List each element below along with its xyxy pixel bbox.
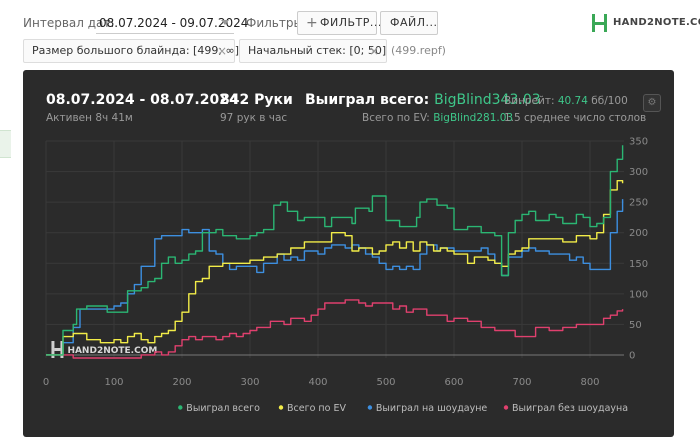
interval-label: Интервал дат: <box>23 16 115 30</box>
won-total-value: BigBlind343.03 <box>434 92 541 108</box>
ev-total: Всего по EV: BigBlind281.03 <box>362 112 513 124</box>
legend-item: Выиграл на шоудауне <box>376 403 488 414</box>
y-tick-label: 0 <box>629 350 635 361</box>
filter-button[interactable]: + ФИЛЬТР... <box>297 11 381 35</box>
ev-total-value: BigBlind281.03 <box>433 112 514 124</box>
logo-text: HAND2NOTE.COM <box>613 17 700 28</box>
graph-panel: 08.07.2024 - 08.07.2024 Активен 8ч 41м 8… <box>23 70 674 437</box>
average-tables: 1.5 среднее число столов <box>504 112 647 124</box>
watermark-logo-icon <box>60 341 64 358</box>
legend-marker <box>503 405 509 410</box>
filter-chip-label: Начальный стек: [0; 50] <box>248 44 387 57</box>
y-tick-label: 100 <box>629 289 648 300</box>
watermark-text: HAND2NOTE.COM <box>67 346 157 356</box>
watermark-logo-icon <box>51 341 55 358</box>
profit-chart: 0 100 200 300 400 500 600 700 800 0 50 100 150 200 250… <box>43 137 648 415</box>
x-tick-label: 400 <box>308 377 327 388</box>
winrate-value: 40.74 <box>557 95 588 107</box>
report-file-name: (499.repf) <box>391 44 446 57</box>
legend-item: Выиграл всего <box>186 403 260 414</box>
plus-icon: + <box>306 15 319 31</box>
y-tick-label: 50 <box>629 320 642 331</box>
legend-marker <box>278 405 284 410</box>
y-tick-label: 150 <box>629 259 648 270</box>
x-tick-label: 800 <box>580 377 599 388</box>
y-tick-label: 250 <box>629 198 648 209</box>
series-line <box>46 299 624 359</box>
sidebar-highlight <box>0 130 11 158</box>
active-time: Активен 8ч 41м <box>46 112 133 124</box>
y-tick-label: 300 <box>629 167 648 178</box>
top-toolbar: Интервал дат: 08.07.2024 - 09.07.2024 Фи… <box>0 0 700 44</box>
series-line <box>46 145 624 356</box>
won-total-label: Выиграл всего: <box>305 92 430 108</box>
y-tick-label: 350 <box>629 137 648 148</box>
close-icon[interactable]: × <box>216 44 227 58</box>
watermark-logo-icon <box>54 348 61 351</box>
y-tick-label: 200 <box>629 228 648 239</box>
series-line <box>46 180 624 356</box>
legend-item: Выиграл без шоудауна <box>512 403 628 414</box>
x-tick-label: 500 <box>376 377 395 388</box>
winrate-label: Винрейт: <box>504 95 555 107</box>
legend-marker <box>178 405 183 410</box>
filters-label: Фильтры: <box>246 16 307 30</box>
winrate-unit: бб/100 <box>591 95 628 107</box>
chevron-down-icon[interactable] <box>221 20 229 25</box>
period-title: 08.07.2024 - 08.07.2024 <box>46 92 239 108</box>
gear-icon: ⚙ <box>647 97 657 108</box>
close-icon[interactable]: × <box>368 44 379 58</box>
hands-per-hour: 97 рук в час <box>220 112 288 124</box>
files-button-label: ФАЙЛ... <box>390 16 438 29</box>
filter-chip-start-stack[interactable]: Начальный стек: [0; 50] × <box>239 39 387 63</box>
date-range-select[interactable]: 08.07.2024 - 09.07.2024 <box>99 16 249 30</box>
won-total: Выиграл всего: BigBlind343.03 <box>305 92 541 108</box>
x-tick-label: 100 <box>104 377 123 388</box>
date-range-underline <box>96 33 234 34</box>
winrate: Винрейт: 40.74 бб/100 <box>504 95 628 107</box>
x-tick-label: 600 <box>444 377 463 388</box>
filter-button-label: ФИЛЬТР... <box>320 16 382 29</box>
x-tick-label: 0 <box>43 377 49 388</box>
x-tick-label: 700 <box>512 377 531 388</box>
legend-marker <box>367 405 373 410</box>
legend-item: Всего по EV <box>287 403 346 414</box>
hand2note-logo-icon <box>591 12 608 34</box>
filter-chip-label: Размер большого блайнда: [499; ∞] <box>32 44 239 57</box>
filter-chip-big-blind[interactable]: Размер большого блайнда: [499; ∞] × <box>23 39 239 63</box>
x-tick-label: 300 <box>240 377 259 388</box>
files-button[interactable]: ФАЙЛ... <box>380 11 438 35</box>
x-tick-label: 200 <box>172 377 191 388</box>
ev-total-label: Всего по EV: <box>362 112 430 124</box>
hands-count: 842 Руки <box>220 92 293 108</box>
settings-button[interactable]: ⚙ <box>643 94 661 112</box>
